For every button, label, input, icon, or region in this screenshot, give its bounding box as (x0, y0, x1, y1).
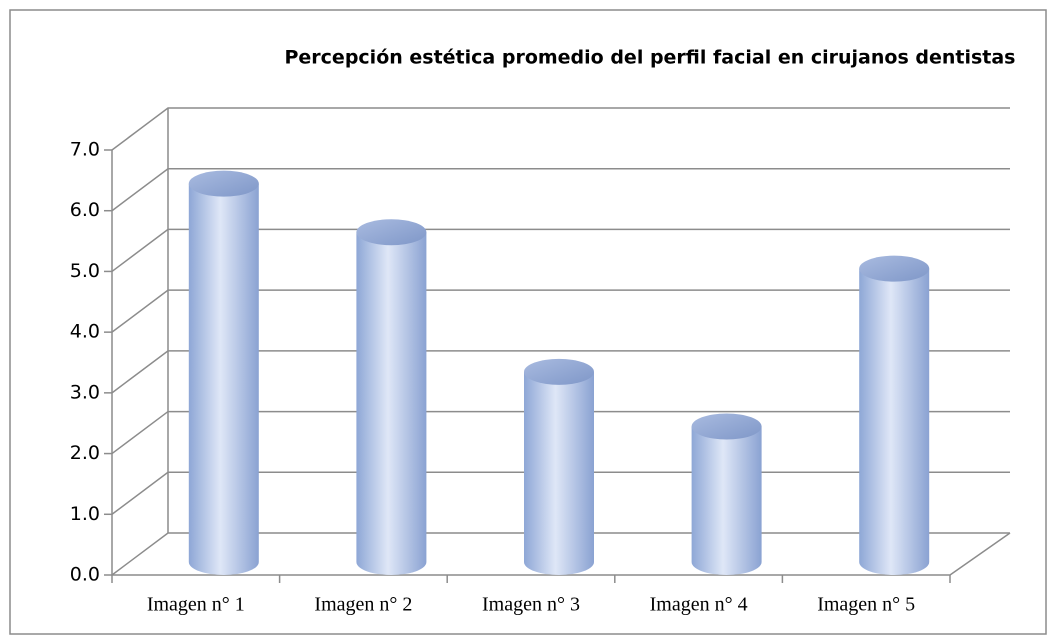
grid-line (111, 167, 1010, 212)
bar-top (691, 413, 762, 440)
grid-line (111, 228, 1010, 273)
y-tick-label: 4.0 (70, 321, 100, 343)
x-tick-label: Imagen n° 1 (147, 594, 245, 616)
bar (859, 268, 930, 575)
bar-top (356, 219, 427, 246)
x-tick-label: Imagen n° 4 (650, 594, 748, 616)
grid-line (111, 410, 1010, 455)
grid-line (111, 350, 1010, 394)
chart-title: Percepción estética promedio del perfil … (284, 47, 1015, 69)
y-tick-label: 3.0 (70, 381, 100, 403)
y-tick-label: 2.0 (70, 442, 100, 464)
grid-line (111, 289, 1010, 333)
bar (691, 426, 762, 575)
y-tick-label: 6.0 (70, 199, 100, 221)
bar (356, 232, 427, 575)
bar-top (188, 170, 259, 197)
bar (524, 371, 594, 575)
y-tick-label: 0.0 (70, 564, 100, 586)
y-tick-label: 1.0 (70, 503, 100, 525)
bar (188, 183, 259, 575)
y-tick-label: 5.0 (70, 260, 100, 282)
x-tick-label: Imagen n° 2 (314, 594, 412, 616)
bar-top (859, 255, 930, 282)
x-tick-label: Imagen n° 3 (482, 594, 580, 616)
bar-top (524, 358, 594, 385)
grid-line (111, 107, 1010, 151)
y-tick-label: 7.0 (70, 139, 100, 161)
x-tick-label: Imagen n° 5 (817, 594, 915, 616)
